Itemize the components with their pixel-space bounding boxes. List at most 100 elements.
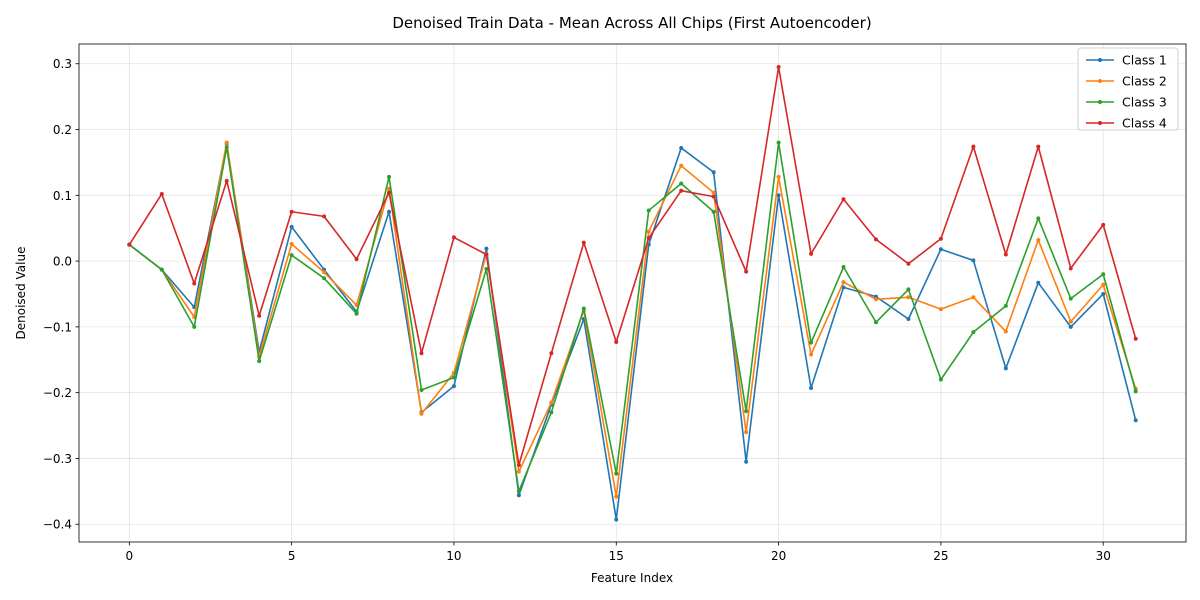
data-point [711,194,716,199]
chart-title: Denoised Train Data - Mean Across All Ch… [392,14,871,32]
legend-box [1077,47,1179,131]
data-point [679,181,684,186]
data-point [1036,280,1041,285]
data-point [679,163,684,168]
data-point [451,375,456,380]
data-point [1003,329,1008,334]
data-point [906,261,911,266]
data-point [257,313,262,318]
data-point [484,246,489,251]
data-point [873,320,878,325]
legend-label: Class 4 [1122,116,1167,131]
y-tick-label: 0.1 [53,189,72,203]
series-line [128,66,1137,466]
series-line [128,143,1137,521]
data-point [1068,296,1073,301]
data-point [744,430,749,435]
data-point [1101,222,1106,227]
data-point [614,517,619,522]
data-point [809,340,814,345]
data-point [224,178,229,183]
x-tick-label: 15 [609,549,624,563]
data-point [581,240,586,245]
data-point [192,324,197,329]
data-point [646,229,651,234]
data-point [776,65,781,70]
x-tick-label: 5 [288,549,296,563]
data-point [1101,272,1106,277]
data-point [224,145,229,150]
series-4 [127,65,1138,468]
data-point [1133,389,1138,394]
data-point [873,297,878,302]
data-point [809,251,814,256]
x-tick-label: 30 [1096,549,1111,563]
data-point [1036,144,1041,149]
data-point [776,193,781,198]
data-point [289,253,294,258]
data-point [646,236,651,241]
data-point [614,494,619,499]
y-axis: −0.4 −0.3 −0.2 −0.1 0.0 0.1 0.2 0.3 [43,57,79,532]
legend-marker [1098,121,1102,125]
legend-label: Class 1 [1122,53,1167,68]
x-axis: 0 5 10 15 20 25 30 [125,542,1111,563]
data-point [614,471,619,476]
x-tick-label: 25 [933,549,948,563]
data-point [1133,418,1138,423]
x-axis-label: Feature Index [591,571,673,585]
data-point [744,459,749,464]
data-point [159,267,164,272]
data-point [744,269,749,274]
data-point [192,281,197,286]
grid [79,44,1186,542]
data-point [159,191,164,196]
x-tick-label: 10 [446,549,461,563]
data-point [354,311,359,316]
legend-marker [1098,79,1102,83]
data-point [711,209,716,214]
data-point [419,388,424,393]
legend-marker [1098,58,1102,62]
y-tick-label: 0.3 [53,57,72,71]
data-point [744,409,749,414]
data-point [1036,216,1041,221]
data-point [938,307,943,312]
data-point [938,377,943,382]
data-point [549,351,554,356]
y-axis-label: Denoised Value [14,247,28,340]
series-group [127,65,1138,522]
data-point [289,241,294,246]
data-point [516,493,521,498]
data-point [322,214,327,219]
data-point [841,280,846,285]
data-point [419,411,424,416]
x-tick-label: 0 [125,549,133,563]
data-point [1068,324,1073,329]
y-tick-label: −0.4 [43,518,72,532]
data-point [906,287,911,292]
data-point [354,257,359,262]
data-point [1003,252,1008,257]
data-point [679,145,684,150]
data-point [971,258,976,263]
y-tick-label: 0.0 [53,255,72,269]
data-point [484,252,489,257]
legend: Class 1 Class 2 Class 3 Class 4 [1077,47,1179,131]
data-point [809,352,814,357]
legend-label: Class 3 [1122,95,1167,110]
data-point [1068,266,1073,271]
series-line [128,141,1137,498]
data-point [971,330,976,335]
plot-frame [78,43,1187,543]
data-point [1036,238,1041,243]
data-point [1101,282,1106,287]
data-point [484,266,489,271]
data-point [711,190,716,195]
data-point [646,208,651,213]
x-tick-label: 20 [771,549,786,563]
y-tick-label: 0.2 [53,123,72,137]
data-point [516,489,521,494]
